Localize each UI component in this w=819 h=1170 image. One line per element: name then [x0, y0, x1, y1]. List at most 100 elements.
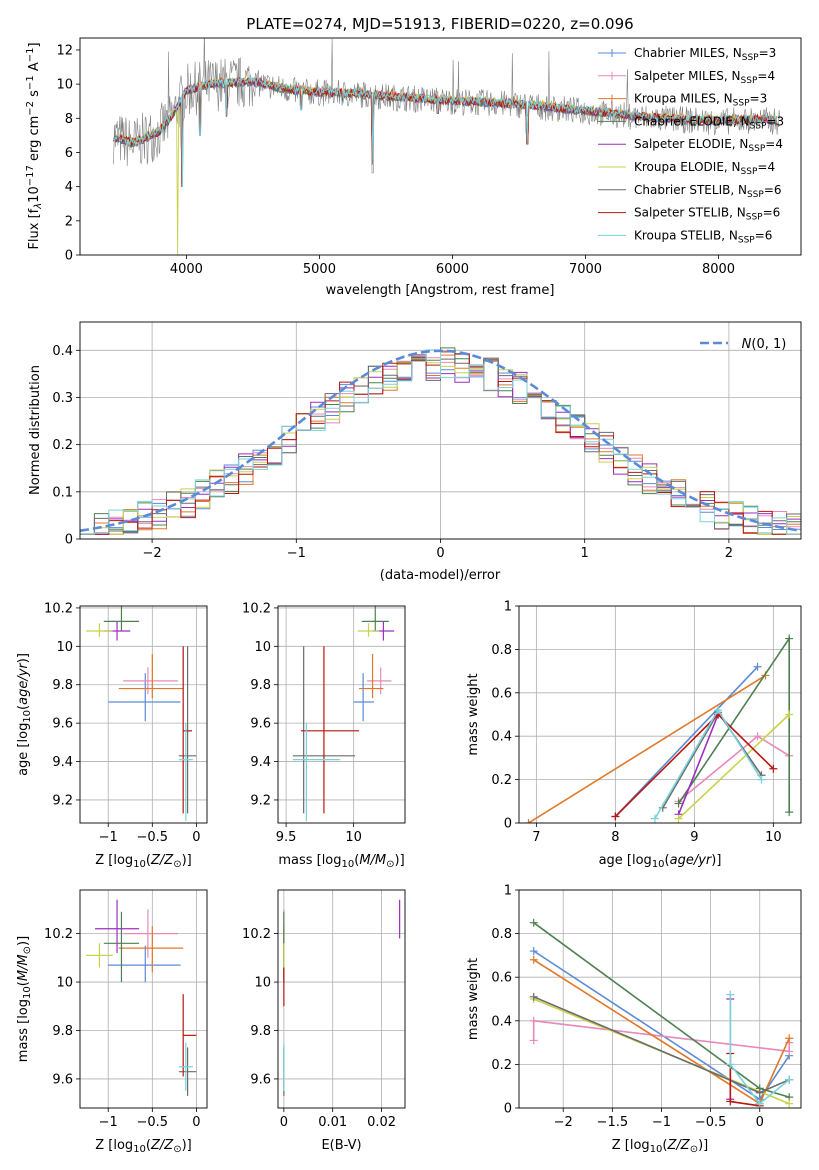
- x-tick-label: −1: [287, 546, 306, 561]
- errorbar-kroupa-miles: [359, 654, 384, 699]
- x-tick-label: 7000: [569, 262, 602, 277]
- weight-marker: [529, 955, 538, 964]
- y-tick-label: 0.2: [491, 773, 512, 788]
- y-tick-label: 9.2: [250, 793, 271, 808]
- x-tick-label: −0.5: [137, 1115, 169, 1130]
- legend-label: Salpeter ELODIE, NSSP=4: [634, 137, 783, 154]
- weight-marker: [785, 1034, 794, 1043]
- axes-frame: [79, 37, 802, 256]
- y-tick-label: 0.3: [52, 391, 73, 406]
- x-tick-label: 9.5: [276, 830, 297, 845]
- weight-line: [677, 714, 719, 815]
- y-tick-label: 0.6: [491, 686, 512, 701]
- y-tick-label: 0.8: [491, 927, 512, 942]
- axes-frame: [518, 605, 802, 824]
- y-tick-label: 0: [504, 817, 512, 832]
- plot-area-mass-weight-vs-age: [524, 634, 794, 823]
- x-axis-label: Z [log10(Z/Z⊙)]: [95, 853, 192, 870]
- axes-frame: [277, 889, 406, 1109]
- errorbar-chabrier-miles: [353, 673, 374, 722]
- x-tick-label: 0: [280, 1115, 288, 1130]
- x-tick-label: 5000: [303, 262, 336, 277]
- weight-marker: [769, 764, 778, 773]
- y-tick-label: 9.6: [250, 1072, 271, 1087]
- y-tick-label: 0: [65, 249, 73, 264]
- y-tick-label: 10.2: [44, 927, 73, 942]
- x-axis-label: mass [log10(M/M⊙)]: [278, 853, 404, 870]
- y-tick-label: 2: [65, 214, 73, 229]
- x-tick-label: 0.01: [318, 1115, 347, 1130]
- y-tick-label: 0.2: [491, 1058, 512, 1073]
- y-tick-label: 0.4: [491, 1014, 512, 1029]
- y-tick-label: 12: [56, 43, 73, 58]
- axes-mass-weight-vs-age: 7 8 9 10 0 0.2 0.4 0.6 0.8 1 age [log10(age/yr)] ma…: [466, 600, 802, 870]
- x-tick-label: −1: [652, 1115, 671, 1130]
- y-axis-label: age [log10(age/yr)]: [16, 653, 33, 776]
- weight-marker: [529, 1036, 538, 1045]
- errorbar-salpeter-miles: [123, 667, 178, 695]
- errorbar-chabrier-elodie: [103, 911, 140, 983]
- normal-curve-line: [80, 349, 801, 532]
- x-tick-label: −2: [554, 1115, 573, 1130]
- plot-area-spectrum: [112, 38, 780, 255]
- errorbar-kroupa-stelib: [178, 1042, 193, 1092]
- x-tick-label: 8: [611, 830, 619, 845]
- legend-label: Kroupa STELIB, NSSP=6: [634, 228, 772, 245]
- weight-line: [729, 994, 790, 1105]
- weight-series-kroupa-elodie: [674, 710, 794, 823]
- axes-frame: [79, 321, 802, 540]
- axes-spectrum: 4000 5000 6000 7000 8000 0 2 4 6 8 10 12 Chabrier MI…: [25, 37, 802, 298]
- weight-marker: [529, 992, 538, 1001]
- weight-line: [677, 635, 790, 813]
- residual-histogram-kroupa-stelib: [80, 349, 801, 535]
- weight-series-kroupa-miles: [524, 671, 770, 823]
- weight-line: [678, 713, 790, 820]
- errorbar-kroupa-miles: [118, 654, 184, 699]
- x-tick-label: 0: [192, 1115, 200, 1130]
- axes-frame: [79, 605, 208, 824]
- y-tick-label: 9.4: [250, 755, 271, 770]
- weight-marker: [726, 990, 735, 999]
- x-tick-label: 8000: [702, 262, 735, 277]
- y-axis-label: Normed distribution: [28, 365, 43, 495]
- x-tick-label: 0: [192, 830, 200, 845]
- weight-marker: [785, 1099, 794, 1108]
- y-tick-label: 4: [65, 180, 73, 195]
- y-tick-label: 10: [254, 640, 271, 655]
- y-tick-label: 9.2: [52, 793, 73, 808]
- x-tick-label: 0.02: [367, 1115, 396, 1130]
- errorbar-salpeter-elodie: [94, 899, 140, 953]
- axes-frame: [79, 889, 208, 1109]
- weight-marker: [529, 947, 538, 956]
- x-tick-label: 7: [532, 830, 540, 845]
- x-axis-label: Z [log10(Z/Z⊙)]: [95, 1138, 192, 1155]
- y-tick-label: 9.8: [52, 1024, 73, 1039]
- y-tick-label: 9.6: [250, 717, 271, 732]
- x-tick-label: −1.5: [597, 1115, 629, 1130]
- x-tick-label: −0.5: [137, 830, 169, 845]
- weight-marker: [726, 1097, 735, 1106]
- y-tick-label: 9.6: [52, 1072, 73, 1087]
- weight-marker: [755, 1099, 764, 1108]
- y-axis-label: mass weight: [466, 673, 481, 755]
- plot-area-age-vs-Z: [86, 606, 197, 822]
- plot-area-age-vs-mass: [292, 606, 395, 822]
- x-tick-label: 9: [690, 830, 698, 845]
- errorbar-kroupa-stelib: [178, 723, 193, 822]
- x-tick-label: 10: [345, 830, 362, 845]
- weight-marker: [611, 812, 620, 821]
- axes-frame: [518, 889, 802, 1109]
- plot-area-residuals: [80, 347, 801, 535]
- weight-marker: [785, 1075, 794, 1084]
- weight-marker: [757, 775, 766, 784]
- x-tick-label: −1: [99, 830, 118, 845]
- y-tick-label: 10: [56, 640, 73, 655]
- y-axis-label: mass weight: [466, 958, 481, 1040]
- x-axis-label: (data-model)/error: [380, 568, 501, 583]
- y-tick-label: 0.6: [491, 971, 512, 986]
- errorbar-kroupa-elodie: [357, 623, 380, 637]
- y-tick-label: 10: [254, 976, 271, 991]
- plot-area-mass-vs-EBV: [283, 899, 401, 1096]
- model-spectrum-kroupa-stelib: [113, 75, 777, 187]
